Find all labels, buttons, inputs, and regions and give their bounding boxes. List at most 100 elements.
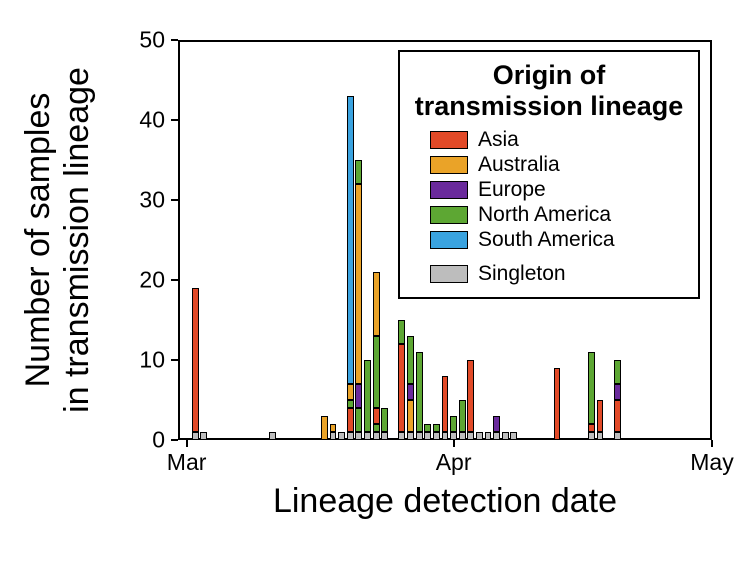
ytick-label: 40 (125, 107, 165, 134)
bar-segment (424, 424, 431, 432)
ytick (171, 39, 178, 41)
figure: 01020304050MarAprMay Number of samples i… (0, 0, 754, 568)
bar-segment (364, 432, 371, 440)
bar-segment (554, 368, 561, 440)
bar-segment (450, 416, 457, 432)
legend-swatch (430, 181, 468, 199)
bar-segment (269, 432, 276, 440)
bar-segment (373, 272, 380, 336)
ytick-label: 30 (125, 187, 165, 214)
bar-segment (192, 288, 199, 432)
legend-swatch (430, 156, 468, 174)
bar-segment (398, 320, 405, 344)
bar-segment (442, 432, 449, 440)
xtick-label: May (690, 449, 733, 476)
legend-label: Asia (478, 128, 519, 152)
legend-items: AsiaAustraliaEuropeNorth AmericaSouth Am… (412, 128, 686, 286)
ytick (171, 199, 178, 201)
bar-segment (381, 432, 388, 440)
ytick-label: 0 (125, 427, 165, 454)
bar-segment (407, 384, 414, 400)
bar-segment (407, 400, 414, 432)
bar-segment (467, 432, 474, 440)
bar-segment (442, 376, 449, 432)
bar-segment (459, 432, 466, 440)
y-axis-label: Number of samples in transmission lineag… (19, 67, 97, 413)
legend-label: Europe (478, 178, 546, 202)
legend-label: North America (478, 203, 611, 227)
bar-segment (355, 432, 362, 440)
bar-segment (373, 432, 380, 440)
bar-segment (416, 432, 423, 440)
ytick-label: 10 (125, 347, 165, 374)
xtick-label: Mar (167, 449, 207, 476)
bar-segment (467, 360, 474, 432)
bar-segment (398, 432, 405, 440)
bar-segment (200, 432, 207, 440)
bar-segment (588, 432, 595, 440)
bar-segment (355, 160, 362, 184)
legend-item: Europe (412, 178, 686, 202)
bar-segment (355, 184, 362, 384)
legend-item: Australia (412, 153, 686, 177)
legend: Origin of transmission lineage AsiaAustr… (398, 50, 700, 299)
bar-segment (433, 424, 440, 432)
bar-segment (381, 408, 388, 432)
bar-segment (373, 424, 380, 432)
legend-item: Singleton (412, 262, 686, 286)
bar-segment (459, 400, 466, 432)
ytick-label: 50 (125, 27, 165, 54)
bar-segment (355, 408, 362, 432)
legend-item: Asia (412, 128, 686, 152)
bar-segment (338, 432, 345, 440)
bar-segment (597, 432, 604, 440)
legend-swatch (430, 231, 468, 249)
legend-label: South America (478, 228, 615, 252)
bar-segment (347, 432, 354, 440)
bar-segment (493, 432, 500, 440)
bar-segment (407, 336, 414, 384)
bar-segment (493, 416, 500, 432)
bar-segment (373, 408, 380, 424)
xtick-label: Apr (436, 449, 472, 476)
bar-segment (588, 424, 595, 432)
bar-segment (192, 432, 199, 440)
bar-segment (597, 400, 604, 432)
xtick (453, 440, 455, 447)
x-axis-label: Lineage detection date (273, 482, 617, 521)
bar-segment (614, 384, 621, 400)
bar-segment (424, 432, 431, 440)
bar-segment (433, 432, 440, 440)
legend-item: North America (412, 203, 686, 227)
legend-gap (412, 253, 686, 261)
ytick (171, 279, 178, 281)
ytick (171, 359, 178, 361)
ytick (171, 439, 178, 441)
bar-segment (476, 432, 483, 440)
bar-segment (450, 432, 457, 440)
bar-segment (614, 360, 621, 384)
bar-segment (614, 432, 621, 440)
bar-segment (416, 352, 423, 432)
legend-swatch (430, 131, 468, 149)
bar-segment (330, 432, 337, 440)
xtick (711, 440, 713, 447)
bar-segment (355, 384, 362, 408)
bar-segment (502, 432, 509, 440)
bar-segment (485, 432, 492, 440)
bar-segment (321, 416, 328, 440)
legend-label: Singleton (478, 262, 566, 286)
legend-swatch (430, 265, 468, 283)
xtick (186, 440, 188, 447)
bar-segment (347, 384, 354, 400)
bar-segment (330, 424, 337, 432)
bar-segment (588, 352, 595, 424)
bar-segment (373, 336, 380, 408)
legend-label: Australia (478, 153, 560, 177)
legend-item: South America (412, 228, 686, 252)
bar-segment (398, 344, 405, 432)
bar-segment (614, 400, 621, 432)
legend-swatch (430, 206, 468, 224)
bar-segment (407, 432, 414, 440)
bar-segment (347, 408, 354, 432)
